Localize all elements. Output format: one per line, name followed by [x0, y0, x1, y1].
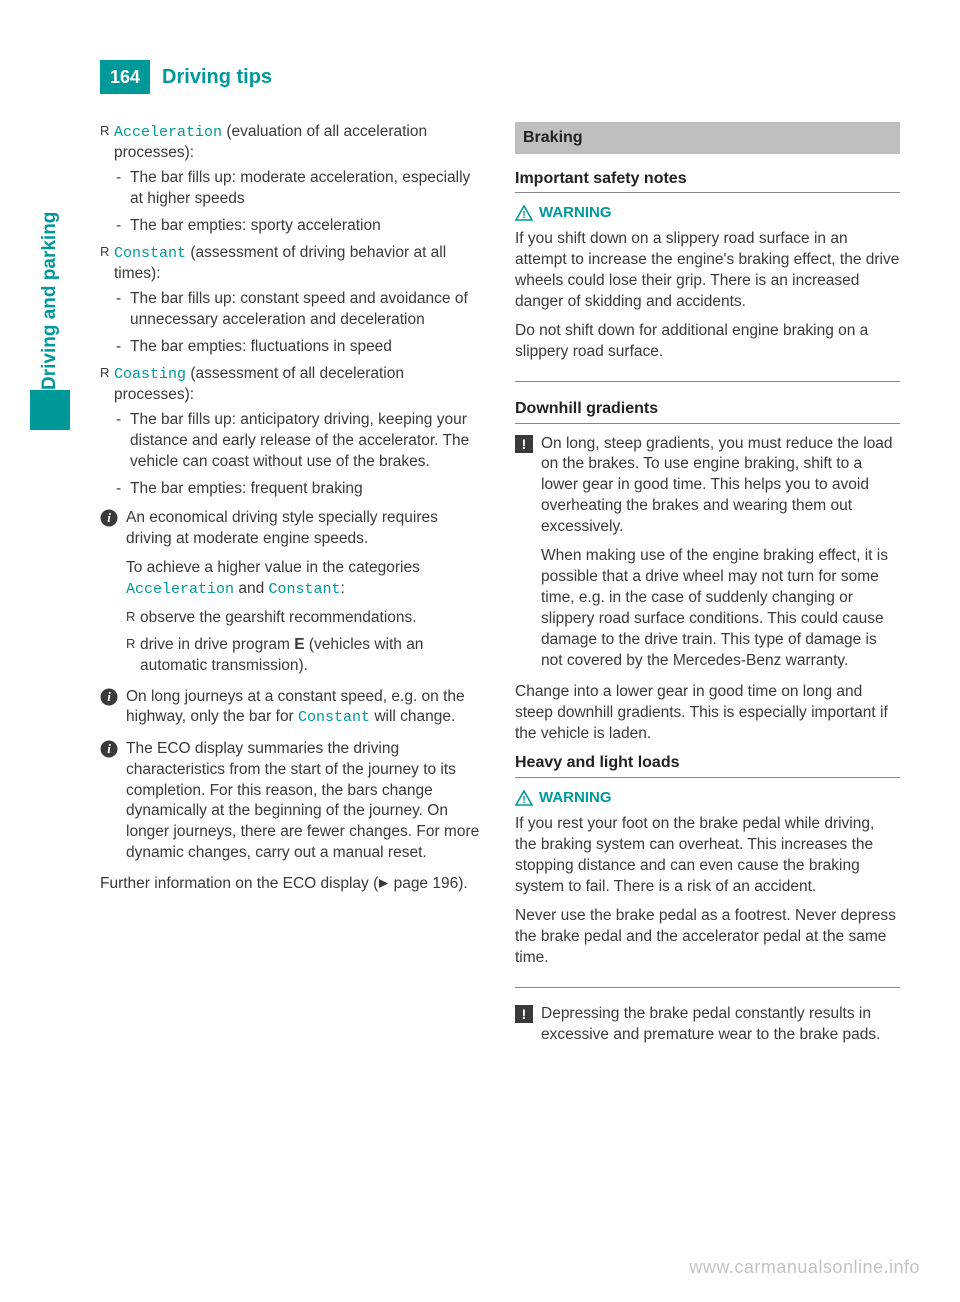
warning-heading: ! WARNING — [515, 788, 900, 808]
info-note-1: i An economical driving style specially … — [100, 508, 485, 677]
note-text: On long, steep gradients, you must reduc… — [541, 434, 900, 539]
info-note-3: i The ECO display summaries the driving … — [100, 739, 485, 865]
side-tab: Driving and parking — [30, 130, 70, 430]
watermark: www.carmanualsonline.info — [689, 1257, 920, 1278]
exclamation-icon: ! — [515, 435, 533, 453]
list-item: The bar fills up: moderate acceleration,… — [114, 168, 485, 210]
svg-text:i: i — [107, 689, 111, 704]
warning-box-2: ! WARNING If you rest your foot on the b… — [515, 788, 900, 988]
list-item: Constant (assessment of driving behavior… — [100, 243, 485, 358]
info-sub-list: observe the gearshift recommendations. d… — [126, 608, 485, 677]
subheading: Downhill gradients — [515, 398, 900, 424]
svg-text:i: i — [107, 510, 111, 525]
term-constant: Constant — [114, 245, 186, 262]
svg-text:!: ! — [522, 795, 525, 806]
warning-triangle-icon: ! — [515, 205, 533, 221]
warning-text: Do not shift down for additional engine … — [515, 321, 900, 363]
note-text: Depressing the brake pedal constantly re… — [541, 1004, 900, 1046]
sub-list: The bar fills up: moderate acceleration,… — [114, 168, 485, 237]
svg-text:i: i — [107, 741, 111, 756]
list-item: The bar empties: frequent braking — [114, 479, 485, 500]
list-item: Coasting (assessment of all deceleration… — [100, 364, 485, 500]
list-item: The bar fills up: constant speed and avo… — [114, 289, 485, 331]
warning-box-1: ! WARNING If you shift down on a slipper… — [515, 203, 900, 382]
list-item: observe the gearshift recommendations. — [126, 608, 485, 629]
right-column: Braking Important safety notes ! WARNING… — [515, 122, 900, 1056]
info-text: An economical driving style specially re… — [126, 508, 485, 550]
list-item: The bar empties: sporty acceleration — [114, 216, 485, 237]
list-item: The bar fills up: anticipatory driving, … — [114, 410, 485, 473]
warning-heading: ! WARNING — [515, 203, 900, 223]
important-note-1: ! On long, steep gradients, you must red… — [515, 434, 900, 672]
note-text: When making use of the engine braking ef… — [541, 546, 900, 672]
info-icon: i — [100, 688, 118, 706]
sub-list: The bar fills up: constant speed and avo… — [114, 289, 485, 358]
info-text: The ECO display summaries the driving ch… — [126, 739, 485, 865]
warning-triangle-icon: ! — [515, 790, 533, 806]
eco-category-list: Acceleration (evaluation of all accelera… — [100, 122, 485, 500]
svg-text:!: ! — [522, 210, 525, 221]
term-acceleration: Acceleration — [114, 124, 222, 141]
page-number: 164 — [100, 60, 150, 94]
warning-text: If you shift down on a slippery road sur… — [515, 229, 900, 313]
footer-reference: Further information on the ECO display (… — [100, 874, 485, 895]
subheading: Heavy and light loads — [515, 752, 900, 778]
list-item: The bar empties: fluctuations in speed — [114, 337, 485, 358]
list-item: Acceleration (evaluation of all accelera… — [100, 122, 485, 237]
side-tab-label: Driving and parking — [30, 130, 70, 390]
warning-text: Never use the brake pedal as a footrest.… — [515, 906, 900, 969]
info-text: To achieve a higher value in the categor… — [126, 558, 485, 600]
warning-label: WARNING — [539, 203, 612, 223]
svg-text:!: ! — [522, 1006, 527, 1022]
info-icon: i — [100, 509, 118, 527]
info-text: On long journeys at a constant speed, e.… — [126, 687, 485, 729]
side-tab-block — [30, 390, 70, 430]
warning-text: If you rest your foot on the brake pedal… — [515, 814, 900, 898]
page-title: Driving tips — [150, 60, 284, 94]
info-icon: i — [100, 740, 118, 758]
list-item: drive in drive program E (vehicles with … — [126, 635, 485, 677]
info-note-2: i On long journeys at a constant speed, … — [100, 687, 485, 729]
exclamation-icon: ! — [515, 1005, 533, 1023]
term-coasting: Coasting — [114, 366, 186, 383]
svg-text:!: ! — [522, 436, 527, 452]
sub-list: The bar fills up: anticipatory driving, … — [114, 410, 485, 500]
triangle-icon — [378, 878, 389, 889]
page-header: 164 Driving tips — [100, 60, 900, 94]
section-heading: Braking — [515, 122, 900, 154]
subheading: Important safety notes — [515, 168, 900, 194]
left-column: Acceleration (evaluation of all accelera… — [100, 122, 485, 1056]
warning-label: WARNING — [539, 788, 612, 808]
important-note-2: ! Depressing the brake pedal constantly … — [515, 1004, 900, 1046]
body-text: Change into a lower gear in good time on… — [515, 682, 900, 745]
